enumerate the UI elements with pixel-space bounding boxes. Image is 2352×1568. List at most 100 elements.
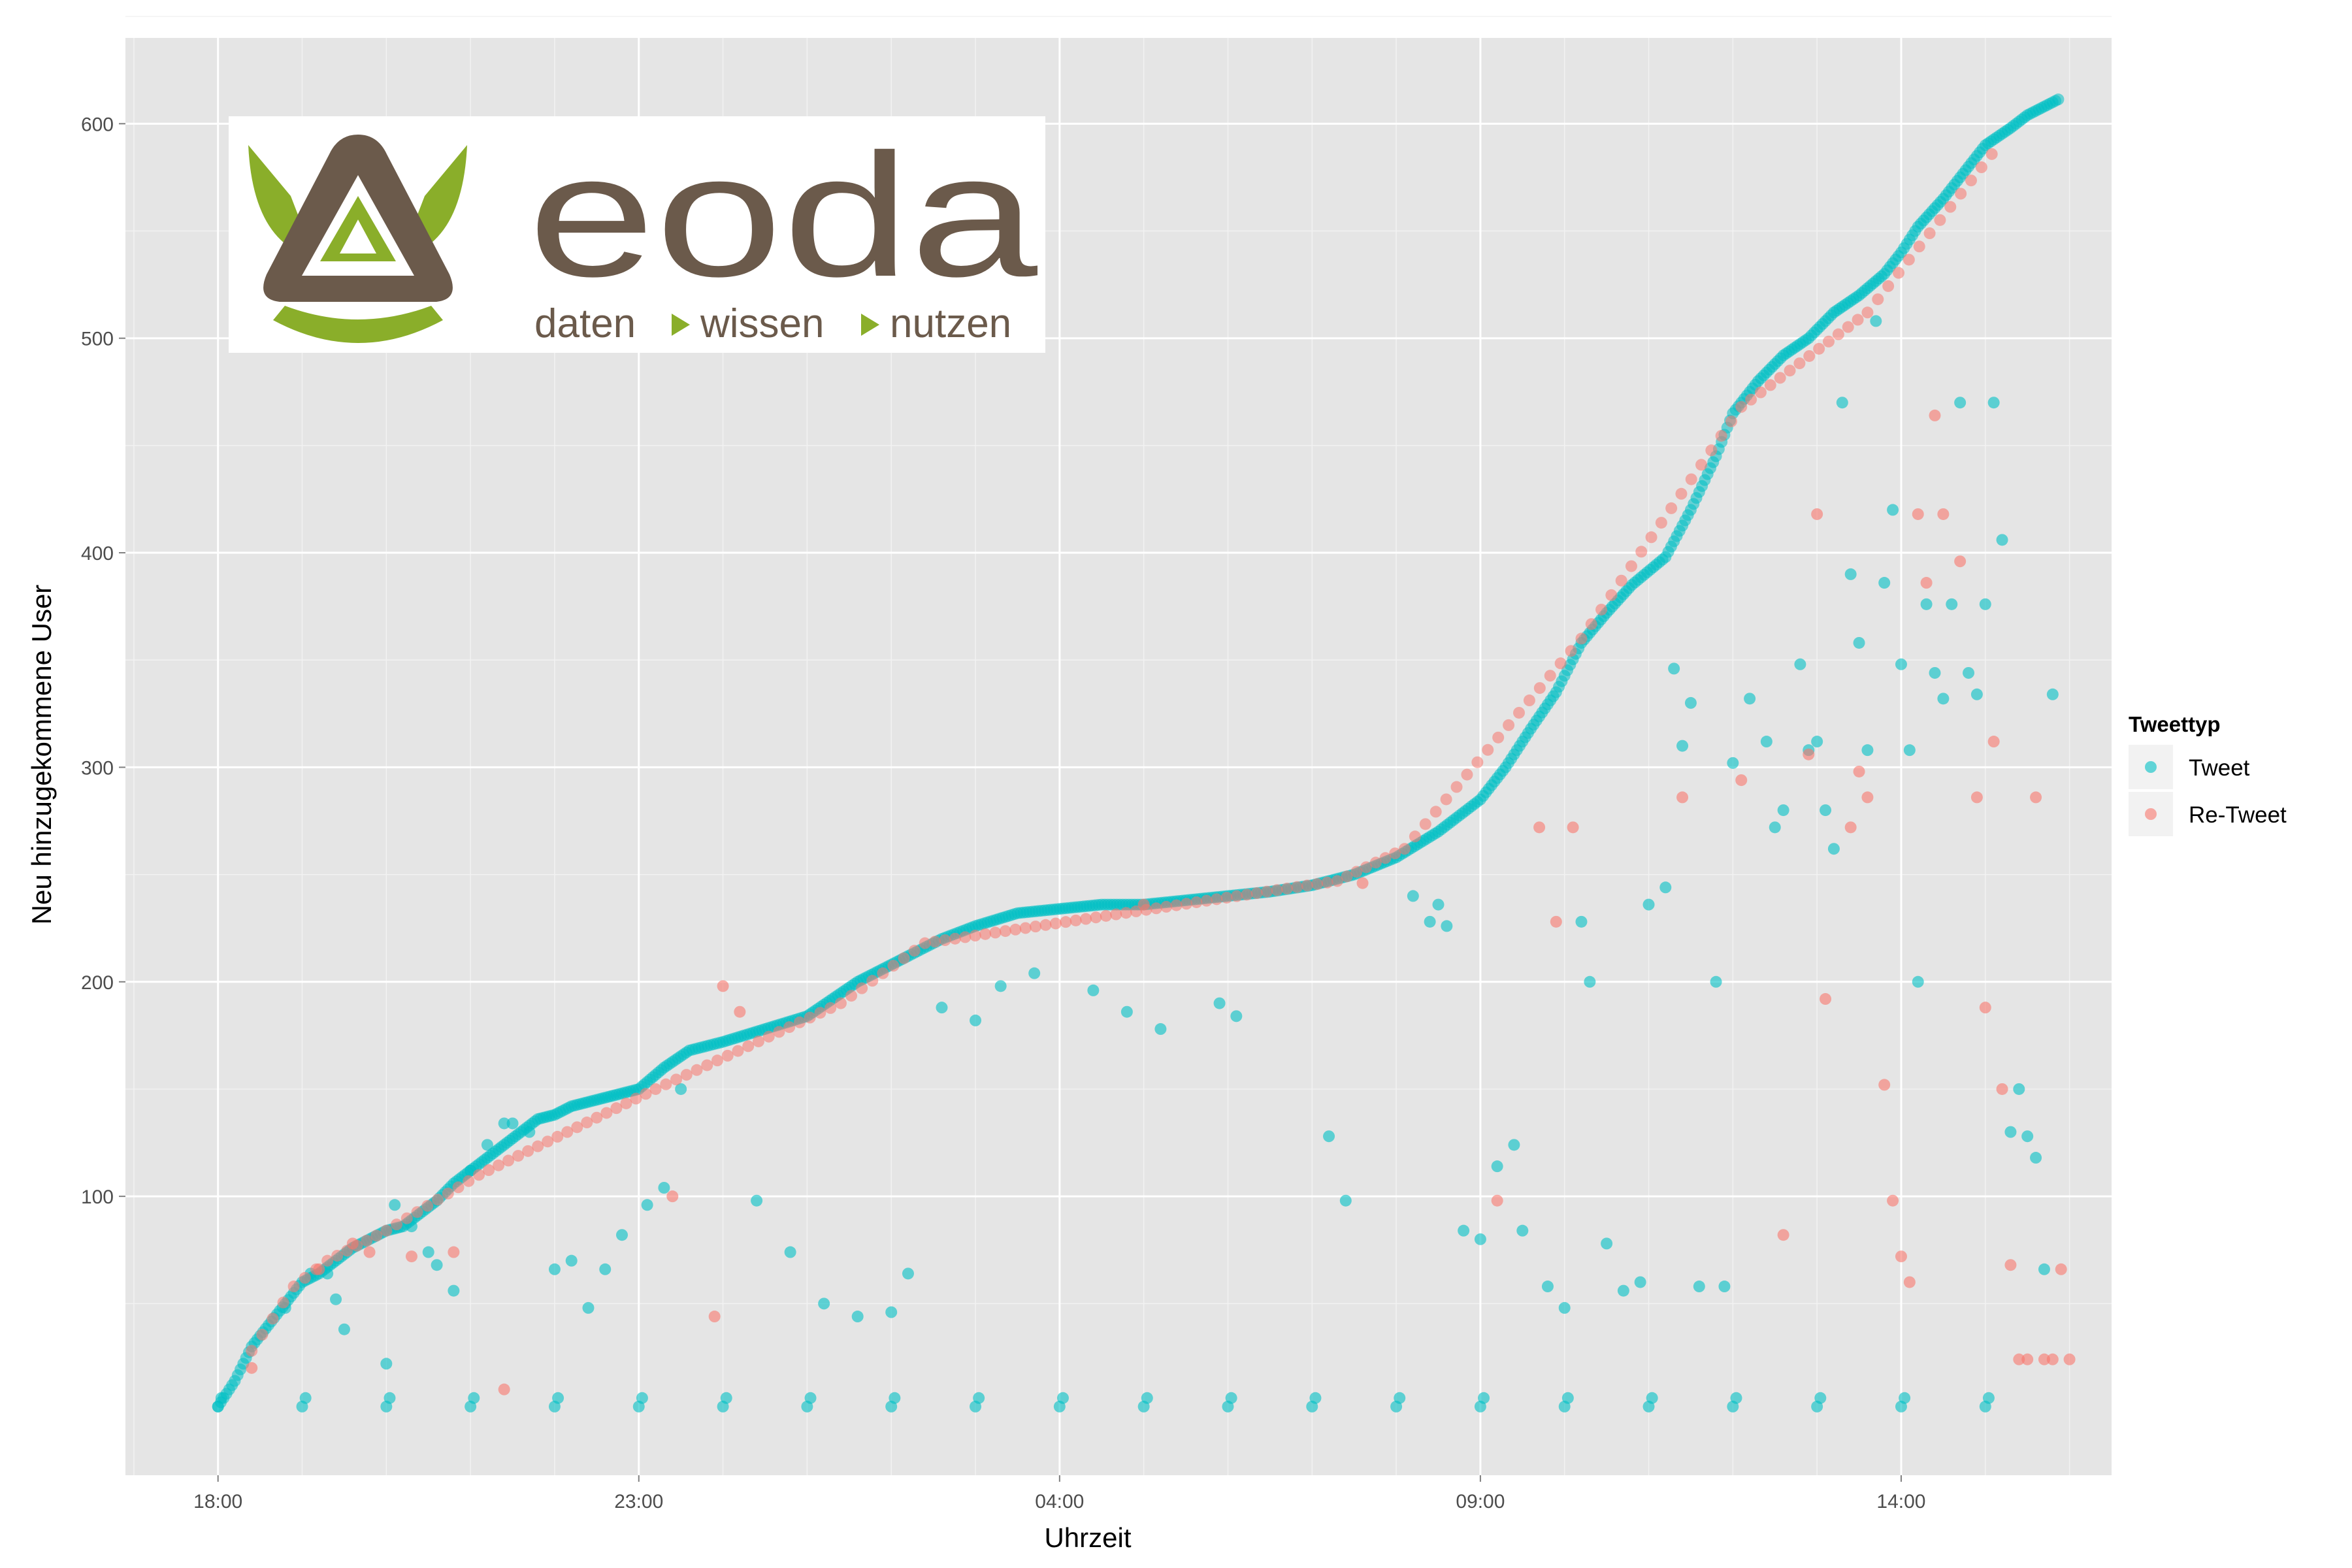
point-re-tweet [483, 1164, 495, 1177]
point-re-tweet [1019, 922, 1032, 934]
point-re-tweet [463, 1175, 475, 1187]
point-re-tweet [680, 1069, 693, 1081]
point-re-tweet [1615, 574, 1627, 587]
point-re-tweet [1813, 342, 1825, 355]
point-re-tweet [1321, 876, 1333, 889]
point-tweet [1225, 1392, 1237, 1404]
point-tweet [1979, 598, 1991, 610]
point-re-tweet [1872, 293, 1884, 306]
point-re-tweet [1920, 577, 1933, 589]
point-tweet [1478, 1392, 1490, 1404]
point-tweet [1903, 744, 1916, 757]
point-tweet [1814, 1392, 1827, 1404]
point-re-tweet [929, 936, 941, 948]
logo-wordmark: eoda [528, 117, 1039, 313]
point-re-tweet [919, 937, 931, 949]
point-re-tweet [1585, 618, 1597, 630]
point-re-tweet [600, 1107, 613, 1119]
point-re-tweet [1645, 531, 1658, 544]
point-tweet [380, 1358, 393, 1370]
point-re-tweet [1090, 911, 1102, 924]
point-re-tweet [804, 1011, 816, 1024]
point-tweet [1676, 740, 1689, 752]
x-tick-label: 09:00 [1456, 1491, 1505, 1512]
point-re-tweet [783, 1021, 796, 1034]
point-re-tweet [1832, 328, 1844, 340]
point-re-tweet [1009, 923, 1022, 936]
point-tweet [1912, 975, 1924, 988]
point-re-tweet [1937, 508, 1950, 520]
point-re-tweet [421, 1200, 434, 1212]
point-tweet [1458, 1224, 1470, 1237]
legend-key-tweet [2145, 761, 2157, 773]
point-re-tweet [814, 1007, 826, 1019]
point-tweet [1987, 397, 2000, 409]
point-re-tweet [1852, 314, 1864, 326]
point-re-tweet [649, 1083, 662, 1095]
point-tweet [1820, 804, 1832, 817]
series-tweet-baseline [212, 1392, 1995, 1413]
point-re-tweet [452, 1181, 465, 1194]
point-re-tweet [670, 1073, 683, 1086]
point-tweet [1087, 984, 1100, 996]
point-tweet [299, 1392, 312, 1404]
point-tweet [2013, 1083, 2025, 1095]
point-re-tweet [1893, 267, 1905, 279]
point-re-tweet [1784, 365, 1796, 377]
point-re-tweet [442, 1187, 454, 1200]
point-re-tweet [762, 1030, 775, 1043]
point-re-tweet [1544, 670, 1556, 682]
point-tweet [1432, 898, 1445, 911]
point-re-tweet [2004, 1259, 2017, 1271]
y-tick-label: 600 [81, 114, 114, 135]
point-re-tweet [1965, 174, 1977, 187]
point-re-tweet [1492, 731, 1505, 743]
point-tweet [1937, 693, 1950, 705]
point-tweet [1693, 1281, 1705, 1293]
point-tweet [973, 1392, 985, 1404]
point-re-tweet [1735, 400, 1748, 413]
point-re-tweet [1979, 1002, 1991, 1014]
point-tweet [720, 1392, 732, 1404]
point-re-tweet [734, 1005, 746, 1018]
point-re-tweet [1070, 914, 1082, 926]
point-re-tweet [551, 1130, 564, 1143]
point-re-tweet [1844, 821, 1857, 834]
point-re-tweet [887, 960, 900, 972]
point-re-tweet [313, 1263, 325, 1275]
point-tweet [885, 1306, 898, 1318]
point-re-tweet [1895, 1250, 1907, 1263]
point-tweet [1878, 577, 1891, 589]
point-tweet [1394, 1392, 1406, 1404]
point-tweet [498, 1117, 510, 1130]
point-re-tweet [949, 932, 961, 945]
point-re-tweet [1550, 915, 1562, 928]
point-re-tweet [1190, 896, 1203, 908]
point-re-tweet [1822, 335, 1835, 348]
logo-tagline-wissen: wissen [700, 301, 825, 346]
point-tweet [1441, 920, 1453, 932]
point-re-tweet [721, 1049, 734, 1062]
point-re-tweet [363, 1246, 376, 1258]
point-re-tweet [1605, 589, 1618, 601]
point-re-tweet [1595, 604, 1608, 616]
y-tick-label: 400 [81, 543, 114, 564]
point-re-tweet [732, 1045, 744, 1057]
point-tweet [1634, 1276, 1646, 1288]
point-re-tweet [1160, 900, 1173, 913]
point-re-tweet [793, 1016, 806, 1028]
point-re-tweet [825, 1002, 837, 1014]
point-re-tweet [391, 1218, 403, 1231]
point-re-tweet [1220, 891, 1233, 904]
point-re-tweet [1774, 372, 1786, 384]
point-re-tweet [1625, 560, 1637, 572]
point-tweet [422, 1246, 434, 1258]
point-re-tweet [2046, 1353, 2059, 1365]
point-re-tweet [834, 997, 847, 1009]
point-tweet [384, 1392, 396, 1404]
point-tweet [1861, 744, 1874, 757]
point-tweet [2038, 1263, 2050, 1275]
point-re-tweet [773, 1026, 785, 1038]
point-re-tweet [898, 952, 910, 964]
point-tweet [215, 1392, 227, 1404]
